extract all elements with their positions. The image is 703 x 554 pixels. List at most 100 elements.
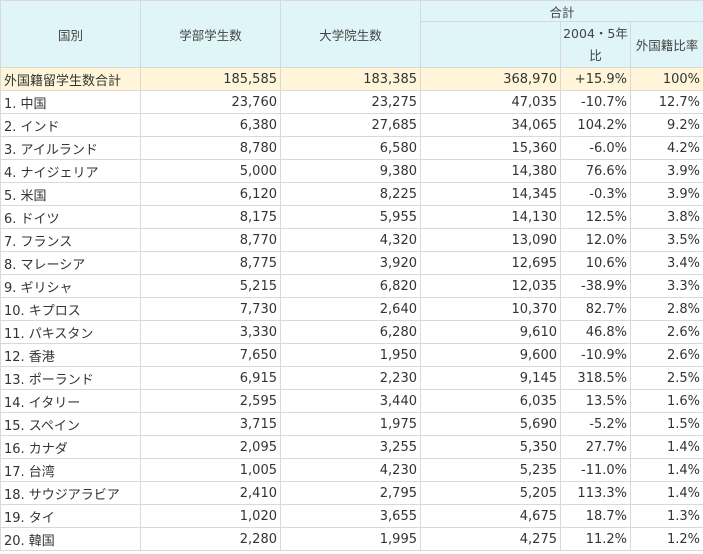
- total-grad: 183,385: [280, 67, 421, 91]
- total-ratio: 100%: [630, 67, 703, 91]
- change-rate: -10.9%: [560, 343, 631, 367]
- total-count: 34,065: [420, 113, 561, 137]
- undergrad-count: 6,380: [140, 113, 281, 137]
- grad-count: 1,995: [280, 527, 421, 551]
- grad-count: 27,685: [280, 113, 421, 137]
- change-rate: 18.7%: [560, 504, 631, 528]
- country-name: 7. フランス: [0, 228, 141, 252]
- total-count: 5,205: [420, 481, 561, 505]
- foreign-ratio: 12.7%: [630, 90, 703, 114]
- table-row: 8. マレーシア 8,775 3,920 12,695 10.6% 3.4%: [0, 251, 703, 275]
- total-total: 368,970: [420, 67, 561, 91]
- total-header: [420, 21, 561, 68]
- table-row: 12. 香港 7,650 1,950 9,600 -10.9% 2.6%: [0, 343, 703, 367]
- grad-count: 2,795: [280, 481, 421, 505]
- table-row: 1. 中国 23,760 23,275 47,035 -10.7% 12.7%: [0, 90, 703, 114]
- undergrad-count: 8,770: [140, 228, 281, 252]
- foreign-ratio: 1.5%: [630, 412, 703, 436]
- change-rate: -6.0%: [560, 136, 631, 160]
- change-rate: 104.2%: [560, 113, 631, 137]
- table-row: 15. スペイン 3,715 1,975 5,690 -5.2% 1.5%: [0, 412, 703, 436]
- table-row: 9. ギリシャ 5,215 6,820 12,035 -38.9% 3.3%: [0, 274, 703, 298]
- total-count: 13,090: [420, 228, 561, 252]
- undergrad-count: 8,780: [140, 136, 281, 160]
- undergrad-count: 2,410: [140, 481, 281, 505]
- change-rate: 46.8%: [560, 320, 631, 344]
- foreign-ratio: 3.9%: [630, 159, 703, 183]
- country-name: 19. タイ: [0, 504, 141, 528]
- total-count: 9,600: [420, 343, 561, 367]
- total-count: 10,370: [420, 297, 561, 321]
- change-header: 2004・5年比: [560, 21, 631, 68]
- undergrad-count: 23,760: [140, 90, 281, 114]
- table-row: 20. 韓国 2,280 1,995 4,275 11.2% 1.2%: [0, 527, 703, 551]
- table-row: 14. イタリー 2,595 3,440 6,035 13.5% 1.6%: [0, 389, 703, 413]
- total-count: 15,360: [420, 136, 561, 160]
- total-count: 9,610: [420, 320, 561, 344]
- grad-count: 3,655: [280, 504, 421, 528]
- grad-count: 6,580: [280, 136, 421, 160]
- country-header: 国別: [0, 0, 141, 68]
- undergrad-count: 8,175: [140, 205, 281, 229]
- table-row: 7. フランス 8,770 4,320 13,090 12.0% 3.5%: [0, 228, 703, 252]
- table-row: 16. カナダ 2,095 3,255 5,350 27.7% 1.4%: [0, 435, 703, 459]
- grad-count: 4,230: [280, 458, 421, 482]
- undergrad-count: 5,215: [140, 274, 281, 298]
- undergrad-count: 7,730: [140, 297, 281, 321]
- undergrad-count: 2,595: [140, 389, 281, 413]
- foreign-ratio: 4.2%: [630, 136, 703, 160]
- total-undergrad: 185,585: [140, 67, 281, 91]
- country-name: 8. マレーシア: [0, 251, 141, 275]
- country-name: 3. アイルランド: [0, 136, 141, 160]
- change-rate: 11.2%: [560, 527, 631, 551]
- table-row: 4. ナイジェリア 5,000 9,380 14,380 76.6% 3.9%: [0, 159, 703, 183]
- foreign-ratio: 2.5%: [630, 366, 703, 390]
- undergrad-count: 3,330: [140, 320, 281, 344]
- total-name: 外国籍留学生数合計: [0, 67, 141, 91]
- country-name: 17. 台湾: [0, 458, 141, 482]
- total-count: 12,035: [420, 274, 561, 298]
- table-row: 2. インド 6,380 27,685 34,065 104.2% 9.2%: [0, 113, 703, 137]
- undergrad-count: 5,000: [140, 159, 281, 183]
- foreign-ratio: 1.4%: [630, 458, 703, 482]
- grad-count: 1,975: [280, 412, 421, 436]
- country-name: 11. パキスタン: [0, 320, 141, 344]
- foreign-ratio: 2.6%: [630, 343, 703, 367]
- undergrad-count: 1,005: [140, 458, 281, 482]
- foreign-ratio: 1.6%: [630, 389, 703, 413]
- table-body: 外国籍留学生数合計 185,585 183,385 368,970 +15.9%…: [0, 67, 703, 551]
- country-name: 12. 香港: [0, 343, 141, 367]
- change-rate: 12.5%: [560, 205, 631, 229]
- change-rate: 12.0%: [560, 228, 631, 252]
- undergrad-header: 学部学生数: [140, 0, 281, 68]
- grad-count: 5,955: [280, 205, 421, 229]
- country-name: 14. イタリー: [0, 389, 141, 413]
- foreign-ratio: 1.4%: [630, 435, 703, 459]
- table-row: 11. パキスタン 3,330 6,280 9,610 46.8% 2.6%: [0, 320, 703, 344]
- undergrad-count: 6,915: [140, 366, 281, 390]
- table-row: 3. アイルランド 8,780 6,580 15,360 -6.0% 4.2%: [0, 136, 703, 160]
- foreign-ratio: 3.8%: [630, 205, 703, 229]
- change-rate: -10.7%: [560, 90, 631, 114]
- change-rate: -5.2%: [560, 412, 631, 436]
- country-name: 5. 米国: [0, 182, 141, 206]
- table-row: 17. 台湾 1,005 4,230 5,235 -11.0% 1.4%: [0, 458, 703, 482]
- table-row: 13. ポーランド 6,915 2,230 9,145 318.5% 2.5%: [0, 366, 703, 390]
- foreign-ratio: 1.3%: [630, 504, 703, 528]
- change-rate: 76.6%: [560, 159, 631, 183]
- foreign-ratio: 3.5%: [630, 228, 703, 252]
- change-rate: 82.7%: [560, 297, 631, 321]
- change-rate: 13.5%: [560, 389, 631, 413]
- foreign-ratio: 9.2%: [630, 113, 703, 137]
- total-count: 5,690: [420, 412, 561, 436]
- undergrad-count: 8,775: [140, 251, 281, 275]
- grad-count: 1,950: [280, 343, 421, 367]
- grad-count: 6,280: [280, 320, 421, 344]
- foreign-ratio: 1.2%: [630, 527, 703, 551]
- total-row: 外国籍留学生数合計 185,585 183,385 368,970 +15.9%…: [0, 67, 703, 91]
- total-count: 14,345: [420, 182, 561, 206]
- grad-count: 8,225: [280, 182, 421, 206]
- country-name: 6. ドイツ: [0, 205, 141, 229]
- undergrad-count: 6,120: [140, 182, 281, 206]
